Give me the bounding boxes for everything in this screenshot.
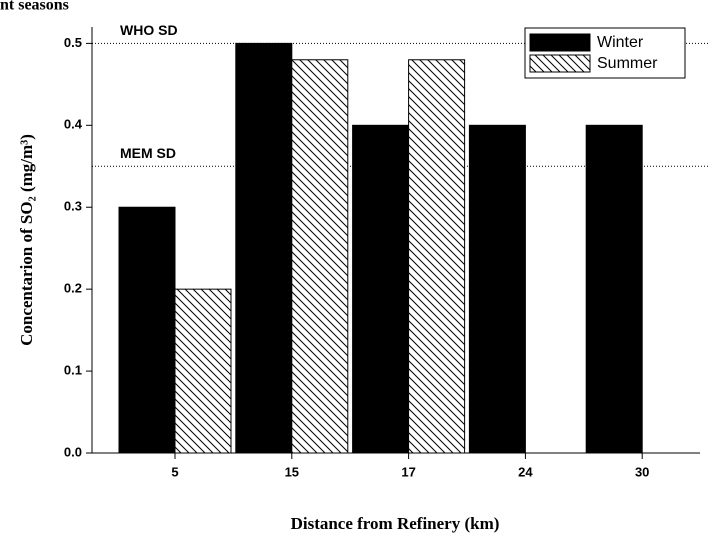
bar <box>352 124 410 454</box>
x-tick-label: 5 <box>171 464 178 479</box>
y-tick-label: 0.0 <box>64 444 82 459</box>
x-tick-label: 30 <box>635 464 649 479</box>
bar <box>408 59 466 454</box>
x-tick-label: 24 <box>518 464 533 479</box>
y-tick-label: 0.2 <box>64 281 82 296</box>
y-tick-label: 0.5 <box>64 35 82 50</box>
y-tick-label: 0.1 <box>64 363 82 378</box>
chart-title: nt seasons <box>0 0 69 14</box>
reference-label: MEM SD <box>120 145 176 161</box>
bar <box>118 206 176 454</box>
y-tick-label: 0.4 <box>64 117 83 132</box>
x-tick-label: 17 <box>401 464 415 479</box>
x-tick-label: 15 <box>285 464 299 479</box>
bar <box>174 288 232 454</box>
legend-swatch <box>529 33 591 52</box>
bar <box>468 124 526 454</box>
x-axis-title: Distance from Refinery (km) <box>291 514 500 533</box>
legend-label: Winter <box>597 34 644 51</box>
y-axis-title: Concentarion of SO₂ (mg/m³) <box>17 134 36 346</box>
legend-swatch <box>529 54 591 73</box>
reference-label: WHO SD <box>120 22 178 38</box>
bar <box>291 59 349 454</box>
y-tick-label: 0.3 <box>64 199 82 214</box>
bar <box>235 42 293 454</box>
legend-label: Summer <box>597 55 658 72</box>
bar <box>585 124 643 454</box>
